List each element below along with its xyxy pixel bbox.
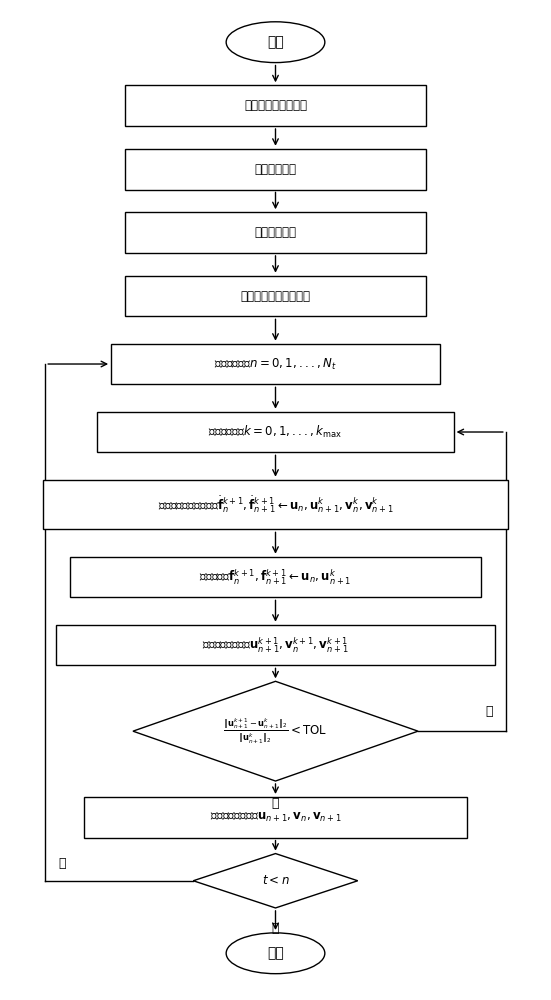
Text: 更新内力的时间导数：$\dot{\mathbf{f}}_n^{k+1},\dot{\mathbf{f}}_{n+1}^{k+1} \leftarrow \mat: 更新内力的时间导数：$\dot{\mathbf{f}}_n^{k+1},\dot… xyxy=(158,494,393,515)
Text: 更新速度和位移：$\mathbf{u}_{n+1}, \mathbf{v}_n, \mathbf{v}_{n+1}$: 更新速度和位移：$\mathbf{u}_{n+1}, \mathbf{v}_n,… xyxy=(210,811,341,824)
Text: 更新内力：$\mathbf{f}_n^{k+1},\mathbf{f}_{n+1}^{k+1} \leftarrow \mathbf{u}_n, \mathbf: 更新内力：$\mathbf{f}_n^{k+1},\mathbf{f}_{n+1… xyxy=(199,567,352,587)
FancyBboxPatch shape xyxy=(125,149,426,190)
FancyBboxPatch shape xyxy=(98,412,453,452)
FancyBboxPatch shape xyxy=(70,557,481,597)
Polygon shape xyxy=(193,854,358,908)
Text: 是: 是 xyxy=(272,797,279,810)
FancyBboxPatch shape xyxy=(125,276,426,316)
Text: 否: 否 xyxy=(485,705,493,718)
FancyBboxPatch shape xyxy=(125,212,426,253)
FancyBboxPatch shape xyxy=(111,344,440,384)
Text: $t < n$: $t < n$ xyxy=(262,874,289,887)
Ellipse shape xyxy=(226,933,325,974)
Text: 否: 否 xyxy=(58,857,66,870)
Text: 定义材料参数: 定义材料参数 xyxy=(255,226,296,239)
Text: 计算速度和位移：$\mathbf{u}_{n+1}^{k+1}, \mathbf{v}_n^{k+1}, \mathbf{v}_{n+1}^{k+1}$: 计算速度和位移：$\mathbf{u}_{n+1}^{k+1}, \mathbf… xyxy=(202,635,349,655)
Text: 是: 是 xyxy=(272,922,279,935)
Text: 结束: 结束 xyxy=(267,946,284,960)
Text: 施加载荷，初始化变量: 施加载荷，初始化变量 xyxy=(240,290,311,303)
FancyBboxPatch shape xyxy=(84,797,467,838)
Text: 迭代步循环：$k = 0,1,...,k_{\mathrm{max}}$: 迭代步循环：$k = 0,1,...,k_{\mathrm{max}}$ xyxy=(208,424,343,440)
Text: $\frac{\|\mathbf{u}_{n+1}^{k+1} - \mathbf{u}_{n+1}^k\|_2}{\|\mathbf{u}_{n+1}^k\|: $\frac{\|\mathbf{u}_{n+1}^{k+1} - \mathb… xyxy=(223,717,328,746)
FancyBboxPatch shape xyxy=(56,625,495,665)
Polygon shape xyxy=(133,681,418,781)
FancyBboxPatch shape xyxy=(42,480,509,529)
Text: 时间步循环：$n = 0,1,...,N_t$: 时间步循环：$n = 0,1,...,N_t$ xyxy=(214,356,337,372)
Ellipse shape xyxy=(226,22,325,63)
Text: 建立离散物质点模型: 建立离散物质点模型 xyxy=(244,99,307,112)
Text: 开始: 开始 xyxy=(267,35,284,49)
Text: 建立初始邻域: 建立初始邻域 xyxy=(255,163,296,176)
FancyBboxPatch shape xyxy=(125,85,426,126)
